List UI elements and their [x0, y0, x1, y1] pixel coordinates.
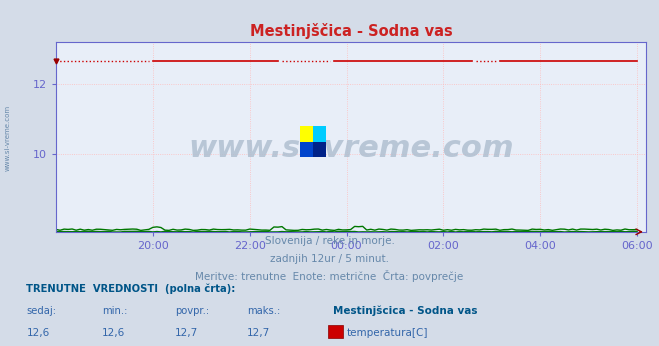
Text: min.:: min.:: [102, 306, 128, 316]
Text: www.si-vreme.com: www.si-vreme.com: [5, 105, 11, 172]
Text: sedaj:: sedaj:: [26, 306, 57, 316]
Text: TRENUTNE  VREDNOSTI  (polna črta):: TRENUTNE VREDNOSTI (polna črta):: [26, 284, 236, 294]
Text: temperatura[C]: temperatura[C]: [347, 328, 428, 338]
Text: Mestinjšcica - Sodna vas: Mestinjšcica - Sodna vas: [333, 305, 477, 316]
Text: maks.:: maks.:: [247, 306, 280, 316]
Bar: [313, 126, 326, 142]
Bar: [313, 142, 326, 157]
Text: www.si-vreme.com: www.si-vreme.com: [188, 134, 514, 163]
Text: Slovenija / reke in morje.: Slovenija / reke in morje.: [264, 236, 395, 246]
Bar: [300, 142, 313, 157]
Text: 12,7: 12,7: [247, 328, 270, 338]
Bar: [300, 126, 313, 142]
Text: Meritve: trenutne  Enote: metrične  Črta: povprečje: Meritve: trenutne Enote: metrične Črta: …: [195, 270, 464, 282]
Text: 12,6: 12,6: [26, 328, 49, 338]
Title: Mestinjščica - Sodna vas: Mestinjščica - Sodna vas: [250, 23, 452, 39]
Text: 12,7: 12,7: [175, 328, 198, 338]
Text: 12,6: 12,6: [102, 328, 125, 338]
Text: povpr.:: povpr.:: [175, 306, 209, 316]
Text: zadnjih 12ur / 5 minut.: zadnjih 12ur / 5 minut.: [270, 254, 389, 264]
